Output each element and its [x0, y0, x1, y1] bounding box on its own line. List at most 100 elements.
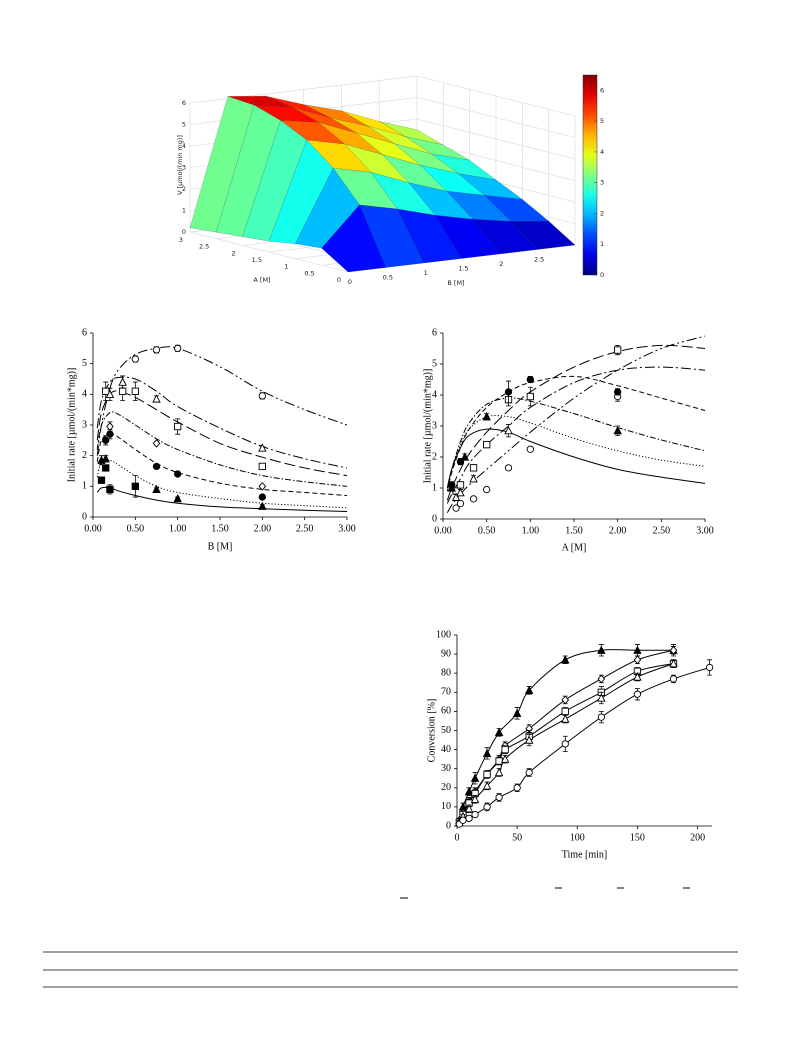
- marker: [152, 439, 161, 448]
- marker: [460, 452, 470, 461]
- marker: [152, 346, 161, 354]
- marker: [482, 781, 492, 790]
- y-tick-label: 0: [82, 511, 87, 522]
- colorbar-tick-label: 0: [600, 271, 604, 279]
- surface-patch: [295, 167, 360, 249]
- y-tick-label: 90: [441, 648, 451, 659]
- marker: [494, 767, 504, 777]
- marker: [471, 810, 479, 819]
- y-tick-label: 6: [82, 327, 87, 338]
- b-tick-label: 0.5: [383, 274, 393, 282]
- colorbar-tick-label: 5: [600, 117, 604, 125]
- marker: [258, 481, 267, 491]
- marker: [500, 754, 510, 763]
- marker: [633, 655, 642, 665]
- y-tick-label: 60: [441, 706, 451, 717]
- y-tick-label: 80: [441, 667, 451, 678]
- marker: [258, 462, 266, 471]
- colorbar: [582, 74, 598, 276]
- x-axis-label: B [M]: [208, 541, 233, 552]
- marker: [613, 425, 622, 435]
- x-tick-label: 2.00: [609, 525, 627, 536]
- marker: [464, 786, 474, 796]
- fit-curve: [446, 415, 706, 489]
- marker: [483, 485, 491, 494]
- x-tick-label: 3.00: [696, 525, 714, 536]
- b-tick-label: 2.5: [534, 256, 544, 264]
- marker: [447, 483, 456, 492]
- marker: [561, 707, 569, 716]
- x-tick-label: 0: [455, 832, 460, 843]
- y-tick-label: 5: [82, 358, 87, 369]
- y-tick-label: 3: [432, 420, 437, 431]
- surface-patch: [510, 220, 576, 250]
- surface-patch: [268, 139, 334, 244]
- marker: [102, 387, 110, 395]
- x-tick-label: 1.00: [169, 523, 187, 534]
- marker: [669, 645, 678, 655]
- marker: [561, 695, 570, 705]
- marker: [456, 487, 465, 497]
- marker: [102, 436, 110, 444]
- surface-patch: [216, 104, 281, 237]
- marker: [524, 735, 534, 744]
- rate-vs-b-plot: 0 1 2 3 4 5 6 0.00 0.50 1.00 1.50 2.00 2.50 3.00 Initi…: [66, 327, 355, 552]
- marker: [101, 454, 110, 463]
- marker: [174, 470, 182, 478]
- a-axis-label: A [M]: [253, 276, 270, 284]
- a-tick-label: 1.5: [252, 256, 262, 264]
- fit-curve: [96, 411, 348, 487]
- z-tick-label: 3: [182, 164, 186, 172]
- y-tick-label: 3: [82, 419, 87, 430]
- marker: [597, 674, 606, 684]
- y-tick-label: 100: [436, 629, 451, 640]
- marker: [504, 464, 513, 472]
- y-tick-label: 0: [446, 820, 451, 831]
- z-tick-label: 4: [182, 142, 186, 150]
- colorbar-tick-label: 3: [600, 179, 604, 187]
- a-tick-label: 2.5: [199, 243, 209, 251]
- z-tick-label: 0: [182, 228, 186, 236]
- z-tick-label: 5: [182, 121, 186, 129]
- y-tick-label: 1: [82, 481, 87, 492]
- marker: [464, 804, 474, 813]
- marker: [483, 803, 491, 811]
- marker: [152, 462, 161, 471]
- fit-curve: [446, 428, 706, 489]
- x-axis-label: Time [min]: [562, 849, 607, 860]
- marker: [512, 708, 522, 717]
- y-tick-label: 2: [432, 451, 437, 462]
- x-tick-label: 3.00: [338, 523, 356, 534]
- marker: [526, 392, 534, 401]
- marker: [118, 377, 127, 386]
- marker: [633, 672, 642, 681]
- marker: [469, 474, 478, 483]
- marker: [456, 481, 465, 489]
- a-tick-label: 0: [337, 276, 341, 284]
- marker: [669, 675, 678, 683]
- marker: [469, 464, 478, 472]
- a-tick-label: 3: [179, 236, 183, 244]
- x-tick-label: 0.00: [84, 523, 102, 534]
- marker: [456, 499, 465, 508]
- fit-curve: [446, 375, 706, 492]
- marker: [597, 645, 606, 654]
- x-tick-label: 0.50: [127, 523, 145, 534]
- marker: [131, 387, 139, 395]
- marker: [131, 355, 139, 363]
- z-tick-label: 1: [182, 207, 186, 215]
- marker: [105, 389, 115, 398]
- marker: [501, 745, 509, 754]
- x-tick-label: 1.50: [211, 523, 229, 534]
- marker: [470, 794, 480, 803]
- marker: [483, 440, 491, 449]
- fit-curve: [96, 390, 348, 477]
- z-tick-label: 6: [182, 99, 186, 107]
- marker: [561, 740, 569, 748]
- y-tick-label: 2: [82, 450, 87, 461]
- marker: [174, 422, 182, 431]
- table-rules: [43, 951, 738, 988]
- x-tick-label: 2.00: [254, 523, 272, 534]
- fit-curve: [446, 366, 706, 504]
